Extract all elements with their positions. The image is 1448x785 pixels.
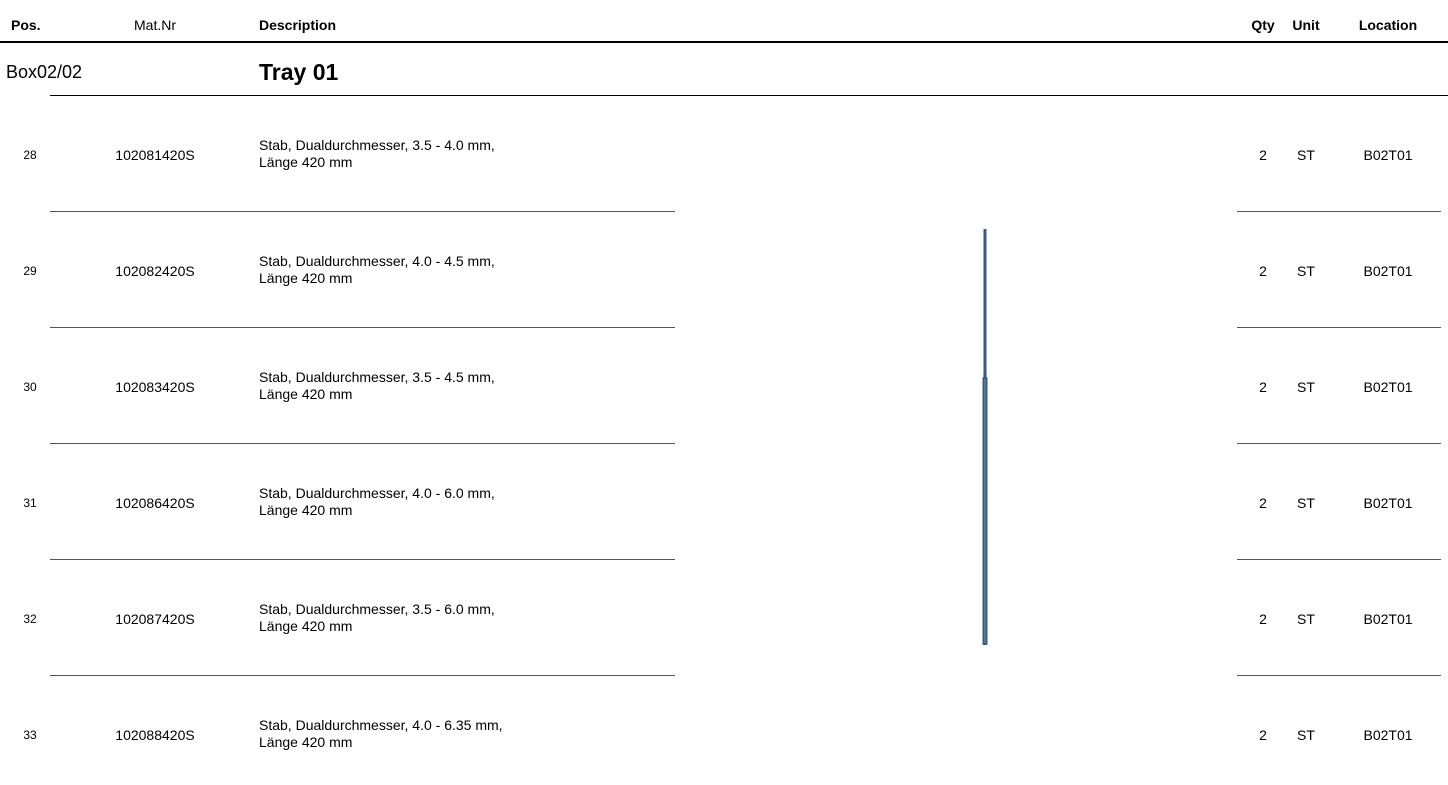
unit: ST: [1297, 263, 1315, 279]
tray-title: Tray 01: [259, 59, 339, 85]
unit: ST: [1297, 147, 1315, 163]
location: B02T01: [1363, 495, 1413, 511]
pos: 33: [23, 728, 37, 742]
col-header: Mat.Nr: [134, 17, 176, 33]
description: Stab, Dualdurchmesser, 4.0 - 6.35 mm,: [259, 717, 503, 733]
row-separator: [50, 211, 675, 212]
location: B02T01: [1363, 379, 1413, 395]
row-separator: [50, 327, 675, 328]
col-header: Location: [1358, 17, 1418, 33]
pos: 31: [23, 496, 37, 510]
description: Länge 420 mm: [259, 502, 353, 518]
pos: 29: [23, 264, 37, 278]
unit: ST: [1297, 495, 1315, 511]
row-separator: [50, 675, 675, 676]
qty: 2: [1259, 611, 1267, 627]
description: Länge 420 mm: [259, 270, 353, 286]
location: B02T01: [1363, 263, 1413, 279]
unit: ST: [1297, 611, 1315, 627]
description: Länge 420 mm: [259, 618, 353, 634]
unit: ST: [1297, 727, 1315, 743]
row-separator: [1237, 327, 1441, 328]
description: Länge 420 mm: [259, 386, 353, 402]
pos: 30: [23, 380, 37, 394]
rod-step: [983, 371, 987, 375]
qty: 2: [1259, 263, 1267, 279]
location: B02T01: [1363, 611, 1413, 627]
tray-rule: [50, 95, 1448, 96]
row-separator: [1237, 443, 1441, 444]
qty: 2: [1259, 495, 1267, 511]
mat-nr: 102088420S: [115, 727, 195, 743]
mat-nr: 102086420S: [115, 495, 195, 511]
box-label: Box02/02: [6, 62, 83, 82]
description: Stab, Dualdurchmesser, 3.5 - 4.5 mm,: [259, 369, 495, 385]
description: Länge 420 mm: [259, 154, 353, 170]
unit: ST: [1297, 379, 1315, 395]
description: Stab, Dualdurchmesser, 4.0 - 4.5 mm,: [259, 253, 495, 269]
qty: 2: [1259, 147, 1267, 163]
location: B02T01: [1363, 727, 1413, 743]
row-separator: [50, 559, 675, 560]
col-header: Qty: [1251, 17, 1275, 33]
description: Stab, Dualdurchmesser, 3.5 - 6.0 mm,: [259, 601, 495, 617]
pos: 28: [23, 148, 37, 162]
location: B02T01: [1363, 147, 1413, 163]
col-header: Pos.: [11, 17, 41, 33]
rod-thin: [983, 229, 987, 379]
mat-nr: 102083420S: [115, 379, 195, 395]
mat-nr: 102082420S: [115, 263, 195, 279]
pos: 32: [23, 612, 37, 626]
qty: 2: [1259, 727, 1267, 743]
col-header: Description: [259, 17, 337, 33]
row-separator: [50, 443, 675, 444]
header-rule: [0, 41, 1448, 43]
row-separator: [1237, 675, 1441, 676]
qty: 2: [1259, 379, 1267, 395]
description: Stab, Dualdurchmesser, 3.5 - 4.0 mm,: [259, 137, 495, 153]
description: Stab, Dualdurchmesser, 4.0 - 6.0 mm,: [259, 485, 495, 501]
description: Länge 420 mm: [259, 734, 353, 750]
col-header: Unit: [1292, 17, 1320, 33]
mat-nr: 102087420S: [115, 611, 195, 627]
rod-image: [982, 229, 988, 645]
row-separator: [1237, 211, 1441, 212]
mat-nr: 102081420S: [115, 147, 195, 163]
row-separator: [1237, 559, 1441, 560]
